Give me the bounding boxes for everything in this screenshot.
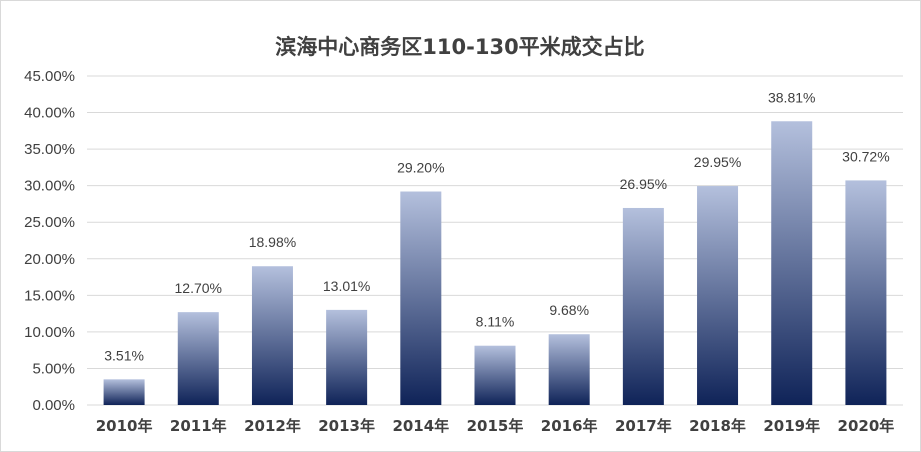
bar [326,309,368,405]
y-tick-label: 5.00% [32,360,75,377]
bar [622,207,664,405]
data-label: 29.20% [397,160,444,176]
data-label: 8.11% [476,314,515,330]
x-tick-label: 2020年 [838,417,895,435]
bar [177,312,219,405]
chart-title: 滨海中心商务区110-130平米成交占比 [275,35,644,59]
y-tick-label: 35.00% [24,141,75,158]
y-tick-label: 20.00% [24,251,75,268]
data-label: 9.68% [549,302,589,318]
x-tick-label: 2011年 [170,417,227,435]
bar [771,121,813,406]
x-tick-label: 2012年 [244,417,301,435]
x-tick-label: 2014年 [392,417,449,435]
x-tick-label: 2016年 [541,417,598,435]
data-label: 26.95% [620,176,667,192]
data-label: 38.81% [768,89,815,105]
bar [400,191,442,405]
data-label: 13.01% [323,278,370,294]
data-label: 30.72% [842,148,889,164]
bar [548,334,590,405]
data-label: 12.70% [175,280,222,296]
bar [103,379,145,405]
y-tick-label: 40.00% [24,105,75,122]
y-tick-label: 15.00% [24,287,75,304]
x-tick-label: 2015年 [467,417,524,435]
x-tick-label: 2013年 [318,417,375,435]
y-tick-label: 0.00% [32,397,75,414]
data-label: 3.51% [104,347,144,363]
y-tick-label: 10.00% [24,324,75,341]
bar [697,186,739,405]
y-tick-label: 30.00% [24,178,75,195]
x-tick-label: 2017年 [615,417,672,435]
x-axis-ticks: 2010年 2011年 2012年 2013年 2014年 2015年 2016年 2017年… [96,417,895,435]
y-tick-label: 45.00% [24,68,75,85]
y-axis-ticks: 0.00% 5.00% 10.00% 15.00% 20.00% 25.00% 30.00%… [24,68,75,414]
x-tick-label: 2018年 [689,417,746,435]
bar [251,266,293,405]
x-tick-label: 2010年 [96,417,153,435]
data-labels: 3.51% 12.70% 18.98% 13.01% 29.20% 8.11% 9.68% 2… [104,89,889,363]
bar [845,180,887,405]
bar [474,345,516,405]
bars [103,121,887,406]
gridlines [87,75,903,406]
data-label: 18.98% [249,234,296,250]
data-label: 29.95% [694,154,741,170]
y-tick-label: 25.00% [24,214,75,231]
x-tick-label: 2019年 [763,417,820,435]
